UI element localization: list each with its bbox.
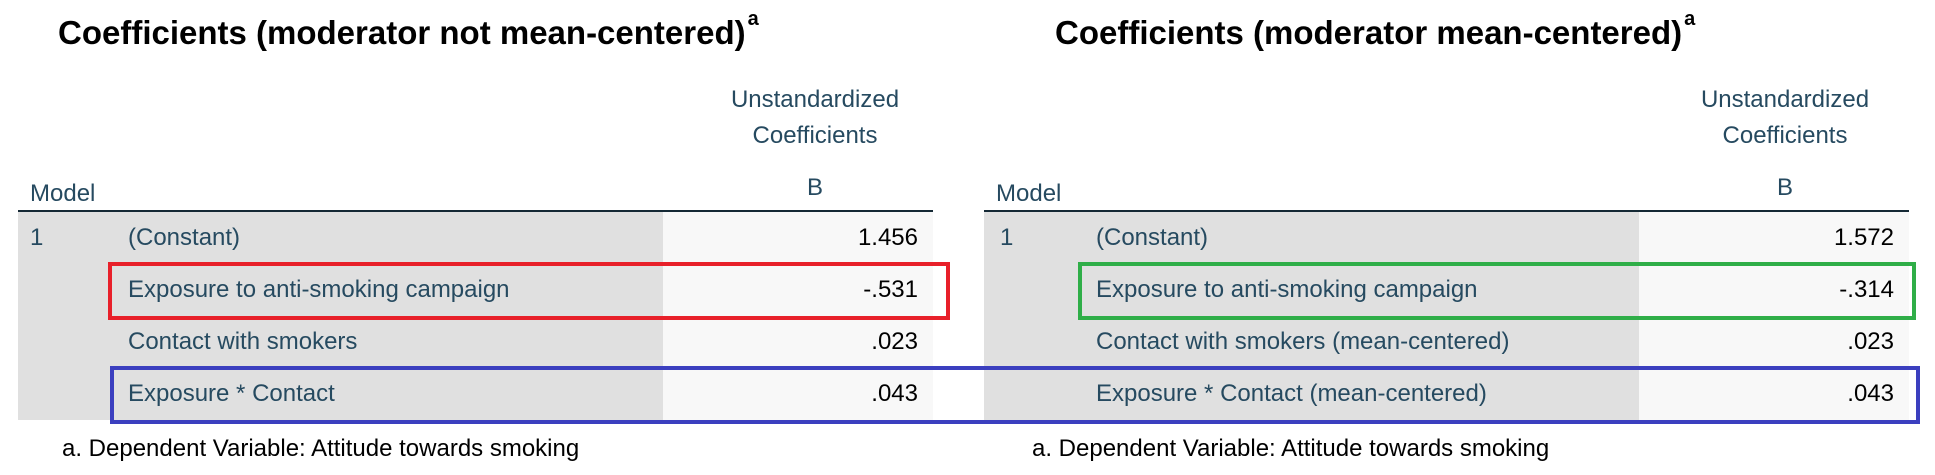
table-row-label: Exposure to anti-smoking campaign	[128, 276, 510, 303]
left-b-header: B	[806, 174, 823, 201]
right-footnote: a. Dependent Variable: Attitude towards …	[1032, 435, 1550, 462]
left-model-number: 1	[30, 224, 44, 251]
right-model-number: 1	[1000, 224, 1014, 251]
table-row-value: .043	[871, 380, 918, 407]
left-table-title: Coefficients (moderator not mean-centere…	[58, 8, 759, 51]
left-model-header: Model	[30, 180, 96, 207]
table-row-label: Exposure * Contact	[128, 380, 335, 407]
right-unstandardized-header: Unstandardized Coefficients	[1700, 86, 1870, 149]
table-row-value: .043	[1847, 380, 1894, 407]
table-row-value: 1.456	[857, 224, 918, 251]
table-row-value: .023	[871, 328, 918, 355]
table-row-label: (Constant)	[128, 224, 241, 251]
left-header-rule	[18, 210, 933, 212]
table-row-value: .023	[1847, 328, 1894, 355]
table-row-label: Exposure to anti-smoking campaign	[1096, 276, 1478, 303]
right-b-header: B	[1776, 174, 1793, 201]
left-footnote: a. Dependent Variable: Attitude towards …	[62, 435, 580, 462]
table-row-label: Exposure * Contact (mean-centered)	[1096, 380, 1487, 407]
table-row-value: -.531	[863, 276, 918, 303]
right-model-header: Model	[996, 180, 1062, 207]
table-row-label: Contact with smokers	[128, 328, 358, 355]
right-table-title: Coefficients (moderator mean-centered) a	[1055, 8, 1696, 51]
table-row-label: (Constant)	[1096, 224, 1209, 251]
table-row-label: Contact with smokers (mean-centered)	[1096, 328, 1510, 355]
table-row-value: -.314	[1839, 276, 1894, 303]
table-row-value: 1.572	[1833, 224, 1894, 251]
left-unstandardized-header: Unstandardized Coefficients	[730, 86, 900, 149]
right-header-rule	[984, 210, 1909, 212]
